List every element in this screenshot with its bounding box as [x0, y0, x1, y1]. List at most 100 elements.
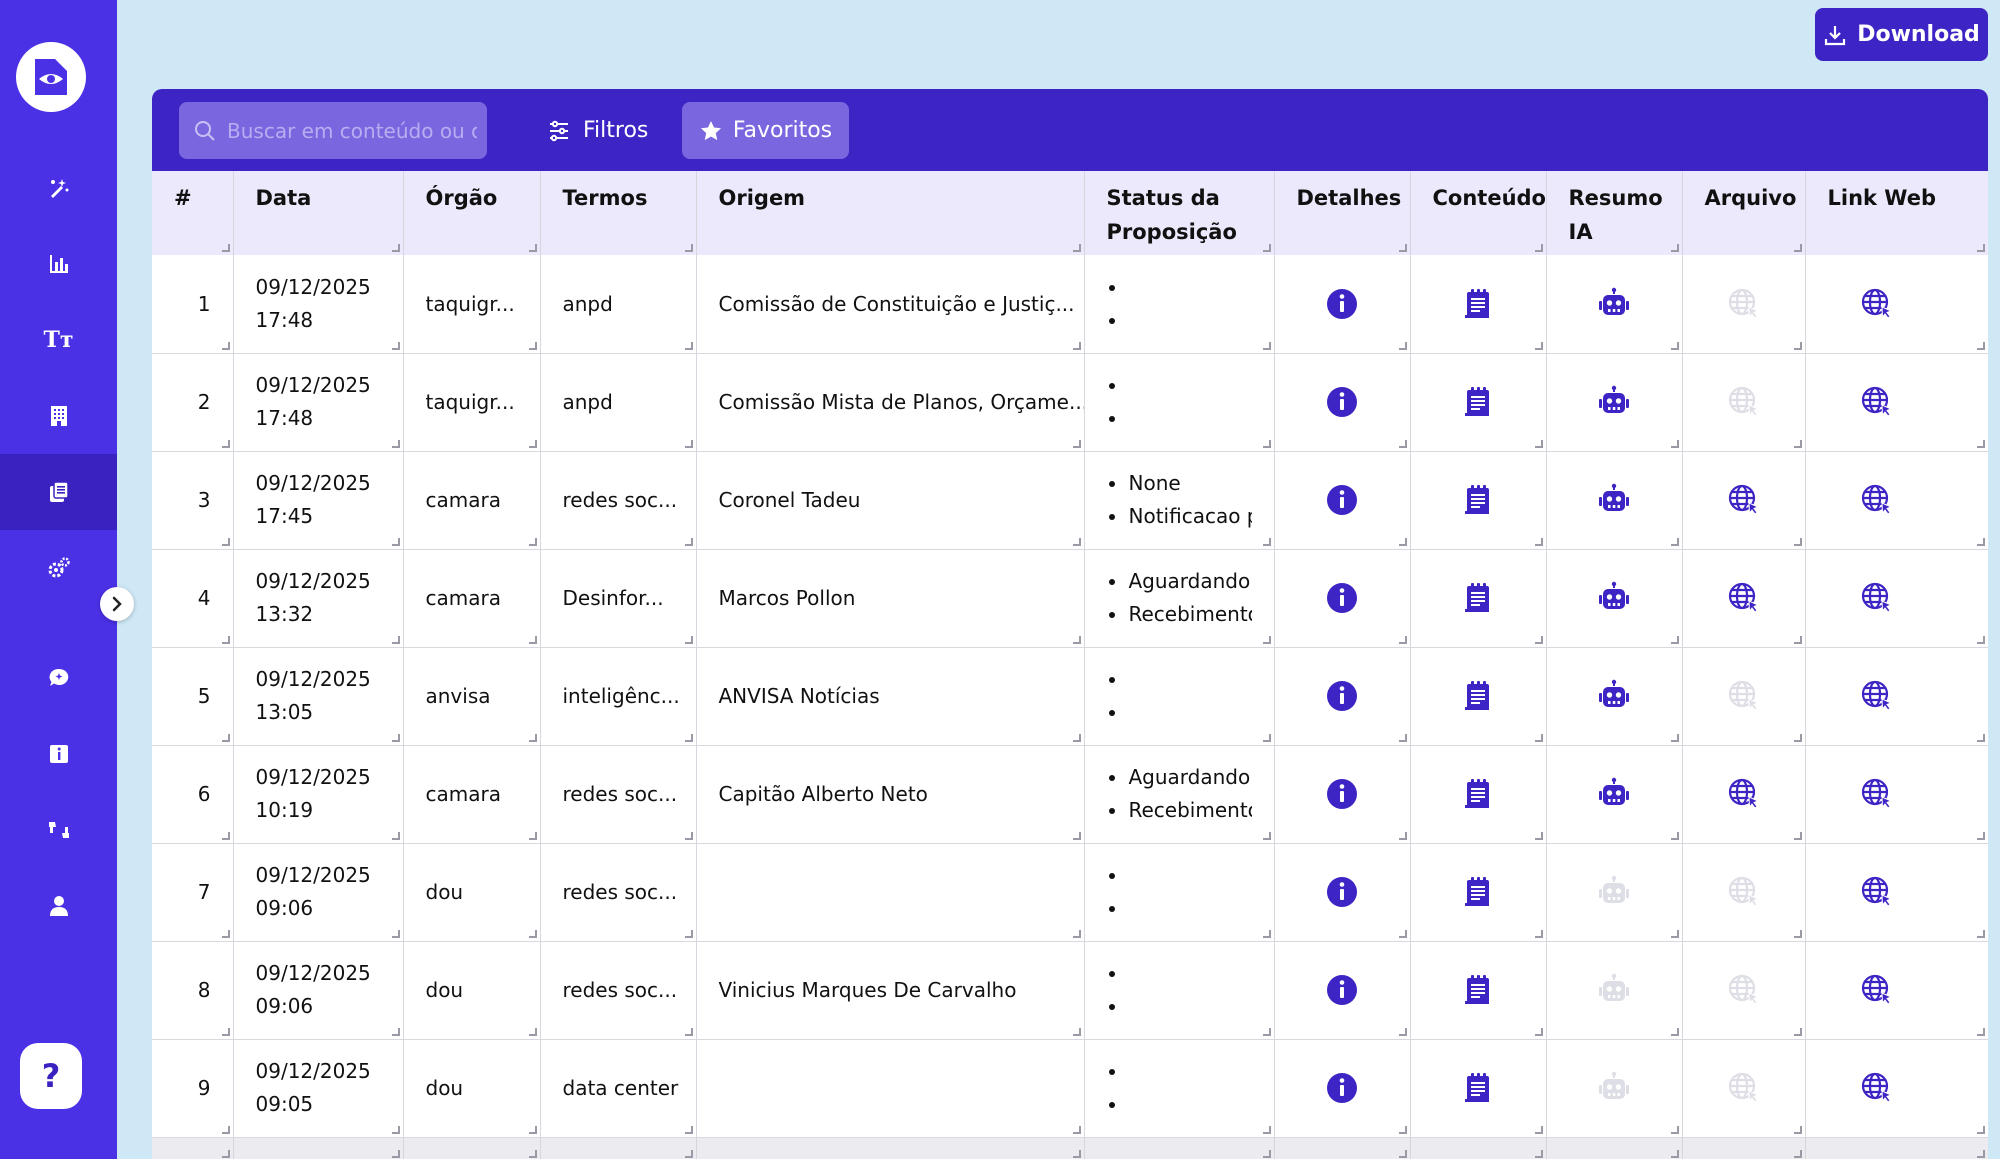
content-document-icon[interactable]	[1461, 1071, 1495, 1105]
row-weblink-cell	[1805, 941, 1988, 1040]
globe-cursor-icon[interactable]	[1860, 875, 1894, 909]
col-header-origem[interactable]: Origem	[696, 171, 1085, 255]
table-row[interactable]: 2 09/12/2025 17:48 taquigr... anpd Comiss…	[152, 353, 1988, 452]
col-header-detalhes[interactable]: Detalhes	[1274, 171, 1411, 255]
table-row[interactable]: 4 09/12/2025 13:32 camara Desinfor... Mar…	[152, 549, 1988, 648]
globe-cursor-icon[interactable]	[1860, 679, 1894, 713]
sidebar-item-chat[interactable]	[0, 640, 117, 716]
globe-cursor-icon[interactable]	[1727, 679, 1761, 713]
content-document-icon[interactable]	[1461, 777, 1495, 811]
content-document-icon[interactable]	[1461, 385, 1495, 419]
col-header-num[interactable]: #	[152, 171, 234, 255]
robot-icon[interactable]	[1597, 973, 1631, 1007]
sidebar-item-profile[interactable]	[0, 868, 117, 944]
row-content-cell	[1410, 843, 1547, 942]
globe-cursor-icon[interactable]	[1860, 287, 1894, 321]
sidebar-item-info[interactable]	[0, 716, 117, 792]
sidebar-item-documents[interactable]	[0, 454, 117, 530]
robot-icon[interactable]	[1597, 875, 1631, 909]
info-circle-icon[interactable]	[1325, 1071, 1359, 1105]
robot-icon[interactable]	[1597, 287, 1631, 321]
info-circle-icon[interactable]	[1325, 777, 1359, 811]
table-row[interactable]: 1 09/12/2025 17:48 taquigr... anpd Comiss…	[152, 255, 1988, 354]
col-header-link[interactable]: Link Web	[1805, 171, 1988, 255]
row-origem: Comissão de Constituição e Justiç...	[696, 255, 1085, 354]
globe-cursor-icon[interactable]	[1727, 287, 1761, 321]
globe-cursor-icon[interactable]	[1727, 483, 1761, 517]
content-document-icon[interactable]	[1461, 581, 1495, 615]
col-header-resumo[interactable]: Resumo IA	[1546, 171, 1683, 255]
robot-icon[interactable]	[1597, 679, 1631, 713]
bar-chart-icon	[49, 255, 68, 273]
content-document-icon[interactable]	[1461, 875, 1495, 909]
help-button[interactable]: ?	[20, 1043, 82, 1109]
globe-cursor-icon[interactable]	[1860, 385, 1894, 419]
robot-icon[interactable]	[1597, 1071, 1631, 1105]
info-circle-icon[interactable]	[1325, 385, 1359, 419]
status-item	[1107, 696, 1252, 729]
table-row[interactable]: 5 09/12/2025 13:05 anvisa inteligênc... A…	[152, 647, 1988, 746]
robot-icon[interactable]	[1597, 483, 1631, 517]
content-document-icon[interactable]	[1461, 973, 1495, 1007]
download-button[interactable]: Download	[1815, 8, 1988, 61]
row-content-cell	[1410, 353, 1547, 452]
content-document-icon[interactable]	[1461, 287, 1495, 321]
robot-icon[interactable]	[1597, 385, 1631, 419]
col-header-status[interactable]: Status da Proposição	[1084, 171, 1275, 255]
table-row[interactable]: 9 09/12/2025 09:05 dou data center	[152, 1039, 1988, 1138]
globe-cursor-icon[interactable]	[1860, 777, 1894, 811]
globe-cursor-icon[interactable]	[1727, 1071, 1761, 1105]
info-circle-icon[interactable]	[1325, 679, 1359, 713]
row-status	[1084, 843, 1275, 942]
table-row[interactable]: 8 09/12/2025 09:06 dou redes soc... Vinic…	[152, 941, 1988, 1040]
table-row[interactable]: 6 09/12/2025 10:19 camara redes soc... Ca…	[152, 745, 1988, 844]
info-circle-icon[interactable]	[1325, 581, 1359, 615]
table-row[interactable]: 3 09/12/2025 17:45 camara redes soc... Co…	[152, 451, 1988, 550]
info-circle-icon[interactable]	[1325, 483, 1359, 517]
info-circle-icon[interactable]	[1325, 973, 1359, 1007]
sidebar-item-settings[interactable]	[0, 530, 117, 606]
robot-icon[interactable]	[1597, 581, 1631, 615]
sliders-icon	[550, 120, 568, 141]
text-size-icon: Tт	[43, 327, 74, 353]
sidebar-item-feedback[interactable]	[0, 792, 117, 868]
sidebar-toggle-button[interactable]	[100, 587, 134, 621]
col-header-arquivo[interactable]: Arquivo	[1682, 171, 1806, 255]
row-origem: Comissão Mista de Planos, Orçame...	[696, 353, 1085, 452]
globe-cursor-icon[interactable]	[1727, 385, 1761, 419]
content-document-icon[interactable]	[1461, 679, 1495, 713]
row-number: 7	[152, 843, 234, 942]
col-header-data[interactable]: Data	[233, 171, 404, 255]
globe-cursor-icon[interactable]	[1727, 875, 1761, 909]
col-header-termos[interactable]: Termos	[540, 171, 697, 255]
row-orgao: dou	[403, 843, 541, 942]
favorites-button[interactable]: Favoritos	[682, 102, 849, 159]
app-logo[interactable]	[16, 42, 86, 112]
sidebar-item-magic[interactable]	[0, 150, 117, 226]
search-input[interactable]	[227, 118, 477, 143]
sidebar-item-text[interactable]: Tт	[0, 302, 117, 378]
table-row[interactable]: 7 09/12/2025 09:06 dou redes soc...	[152, 843, 1988, 942]
row-termos: redes soc...	[540, 941, 697, 1040]
globe-cursor-icon[interactable]	[1860, 483, 1894, 517]
info-circle-icon[interactable]	[1325, 875, 1359, 909]
robot-icon[interactable]	[1597, 777, 1631, 811]
globe-cursor-icon[interactable]	[1727, 581, 1761, 615]
globe-cursor-icon[interactable]	[1727, 973, 1761, 1007]
globe-cursor-icon[interactable]	[1727, 777, 1761, 811]
content-document-icon[interactable]	[1461, 483, 1495, 517]
globe-cursor-icon[interactable]	[1860, 973, 1894, 1007]
info-circle-icon[interactable]	[1325, 287, 1359, 321]
sidebar-item-charts[interactable]	[0, 226, 117, 302]
filters-button[interactable]: Filtros	[533, 102, 662, 159]
status-item: None	[1107, 467, 1252, 500]
sidebar-item-organizations[interactable]	[0, 378, 117, 454]
empty-cell	[1546, 1137, 1683, 1159]
globe-cursor-icon[interactable]	[1860, 581, 1894, 615]
col-header-conteudo[interactable]: Conteúdo	[1410, 171, 1547, 255]
col-header-orgao[interactable]: Órgão	[403, 171, 541, 255]
row-date: 09/12/2025 09:06	[233, 843, 404, 942]
search-box[interactable]	[179, 102, 487, 159]
globe-cursor-icon[interactable]	[1860, 1071, 1894, 1105]
row-weblink-cell	[1805, 745, 1988, 844]
